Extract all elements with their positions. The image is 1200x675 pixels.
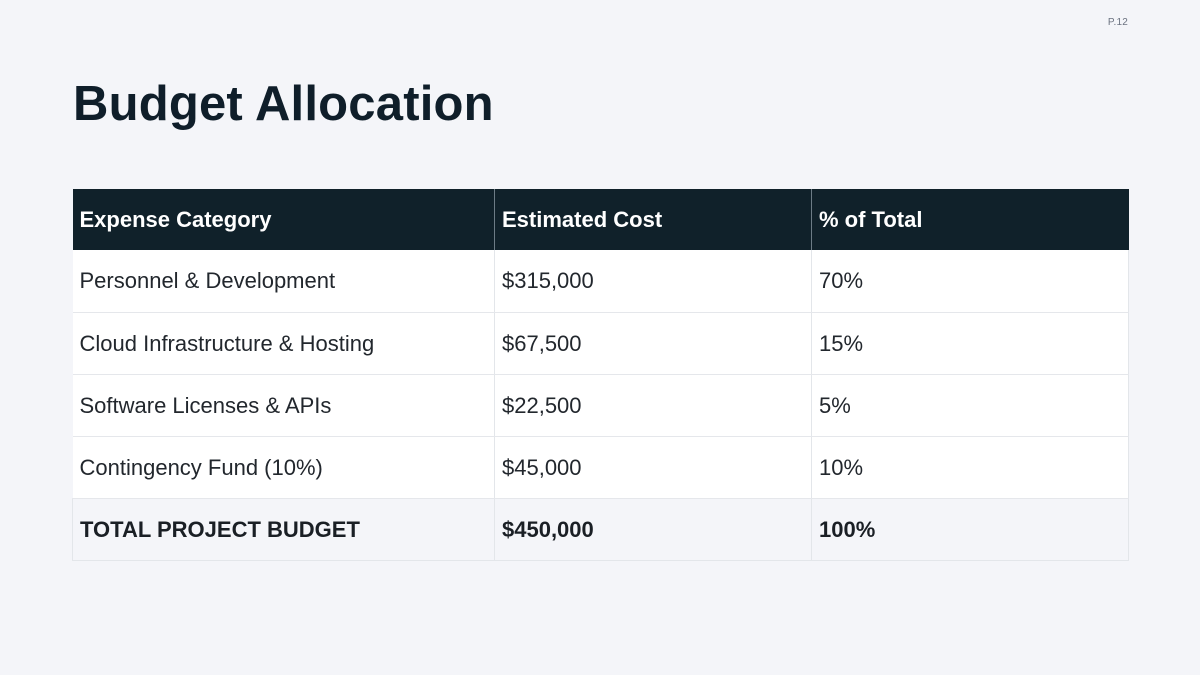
table-row: Cloud Infrastructure & Hosting $67,500 1… (72, 312, 1129, 375)
cell-percent: 70% (811, 250, 1129, 313)
cell-category: Contingency Fund (10%) (72, 436, 495, 499)
table-row: Contingency Fund (10%) $45,000 10% (72, 436, 1129, 499)
cell-category: Personnel & Development (72, 250, 495, 313)
cell-cost: $22,500 (494, 374, 812, 437)
cell-category: Software Licenses & APIs (72, 374, 495, 437)
cell-cost: $67,500 (494, 312, 812, 375)
header-percent-of-total: % of Total (811, 189, 1129, 250)
total-cost: $450,000 (494, 498, 812, 561)
cell-cost: $45,000 (494, 436, 812, 499)
total-percent: 100% (811, 498, 1129, 561)
cell-cost: $315,000 (494, 250, 812, 313)
budget-table: Expense Category Estimated Cost % of Tot… (72, 189, 1129, 561)
table-total-row: TOTAL PROJECT BUDGET $450,000 100% (72, 498, 1129, 561)
header-expense-category: Expense Category (72, 189, 495, 250)
cell-percent: 10% (811, 436, 1129, 499)
cell-percent: 5% (811, 374, 1129, 437)
table-row: Software Licenses & APIs $22,500 5% (72, 374, 1129, 437)
total-label: TOTAL PROJECT BUDGET (72, 498, 495, 561)
cell-category: Cloud Infrastructure & Hosting (72, 312, 495, 375)
table-header-row: Expense Category Estimated Cost % of Tot… (72, 189, 1129, 250)
cell-percent: 15% (811, 312, 1129, 375)
header-estimated-cost: Estimated Cost (494, 189, 812, 250)
table-row: Personnel & Development $315,000 70% (72, 250, 1129, 313)
slide-title: Budget Allocation (73, 77, 494, 131)
page-number: P.12 (1107, 17, 1128, 28)
